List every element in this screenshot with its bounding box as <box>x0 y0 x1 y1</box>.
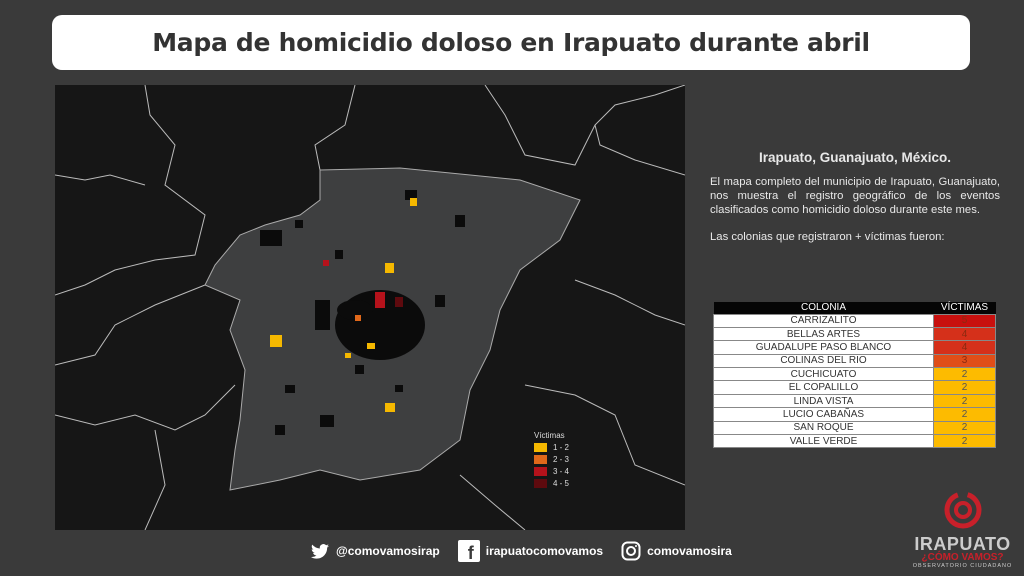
colonia-cell: VALLE VERDE <box>713 434 934 449</box>
neighbor-borders <box>55 85 685 530</box>
victims-table: COLONIA VÍCTIMAS CARRIZALITO 5 BELLAS ARTES… <box>713 302 996 449</box>
victimas-cell: 2 <box>933 420 996 436</box>
table-intro: Las colonias que registraron + víctimas … <box>710 231 945 243</box>
table-row: GUADALUPE PASO BLANCO 4 <box>713 340 996 355</box>
table-row: EL COPALILLO 2 <box>713 380 996 395</box>
table-row: SAN ROQUE 2 <box>713 420 996 436</box>
legend-swatch <box>534 455 547 464</box>
logo-name: IRAPUATO <box>914 534 1011 554</box>
legend-item: 3 - 4 <box>534 467 569 476</box>
table-row: VALLE VERDE 2 <box>713 434 996 449</box>
facebook-icon: f <box>457 540 480 563</box>
legend-label: 2 - 3 <box>553 455 570 464</box>
victimas-cell: 2 <box>933 393 996 409</box>
victimas-cell: 3 <box>933 353 996 369</box>
legend-swatch <box>534 479 547 488</box>
location-heading: Irapuato, Guanajuato, México. <box>758 150 952 165</box>
colonia-cell: CARRIZALITO <box>713 313 934 328</box>
colonia-cell: CUCHICUATO <box>713 367 934 382</box>
legend-title: Víctimas <box>534 431 565 440</box>
colonia-cell: SAN ROQUE <box>713 420 934 436</box>
colonia-cell: COLINAS DEL RIO <box>713 353 934 369</box>
legend-swatch <box>534 443 547 452</box>
legend-swatch <box>534 467 547 476</box>
social-footer: @comovamosirap f irapuatocomovamos comov… <box>310 540 750 563</box>
victimas-cell: 4 <box>933 326 996 342</box>
instagram-icon <box>621 541 641 561</box>
table-row: LUCIO CABAÑAS 2 <box>713 407 996 422</box>
logo-emblem-icon <box>944 491 981 529</box>
table-row: BELLAS ARTES 4 <box>713 326 996 342</box>
description: El mapa completo del municipio de Irapua… <box>710 176 1000 216</box>
victimas-cell: 2 <box>933 380 996 395</box>
victimas-cell: 5 <box>933 313 996 328</box>
legend-label: 1 - 2 <box>553 443 570 452</box>
header-colonia: COLONIA <box>713 302 934 314</box>
urban-areas <box>260 190 465 435</box>
homicide-markers <box>270 198 417 412</box>
irapuato-como-vamos-logo: IRAPUATO ¿CÓMO VAMOS? OBSERVATORIO CIUDA… <box>905 490 1020 569</box>
map-legend: Víctimas 1 - 2 2 - 3 3 - 4 4 - 5 <box>534 431 569 488</box>
instagram-handle[interactable]: comovamosira <box>647 544 732 558</box>
page-title: Mapa de homicidio doloso en Irapuato dur… <box>152 28 870 57</box>
table-row: LINDA VISTA 2 <box>713 393 996 409</box>
twitter-handle[interactable]: @comovamosirap <box>336 544 440 558</box>
colonia-cell: LUCIO CABAÑAS <box>713 407 934 422</box>
legend-label: 3 - 4 <box>553 467 570 476</box>
municipality-map: Víctimas 1 - 2 2 - 3 3 - 4 4 - 5 <box>55 85 685 530</box>
facebook-handle[interactable]: irapuatocomovamos <box>485 544 604 558</box>
colonia-cell: GUADALUPE PASO BLANCO <box>713 340 934 355</box>
victimas-cell: 2 <box>933 407 996 422</box>
logo-obs: OBSERVATORIO CIUDADANO <box>912 563 1013 569</box>
colonia-cell: BELLAS ARTES <box>713 326 934 342</box>
table-row: CUCHICUATO 2 <box>713 367 996 382</box>
legend-item: 4 - 5 <box>534 479 569 488</box>
title-banner: Mapa de homicidio doloso en Irapuato dur… <box>52 15 970 70</box>
table-row: CARRIZALITO 5 <box>713 313 996 328</box>
header-victimas: VÍCTIMAS <box>933 302 996 314</box>
victimas-cell: 2 <box>933 367 996 382</box>
victimas-cell: 4 <box>933 340 996 355</box>
legend-item: 1 - 2 <box>534 443 569 452</box>
legend-item: 2 - 3 <box>534 455 569 464</box>
table-row: COLINAS DEL RIO 3 <box>713 353 996 369</box>
twitter-icon <box>310 541 330 561</box>
logo-sub: ¿CÓMO VAMOS? <box>921 552 1004 563</box>
colonia-cell: LINDA VISTA <box>713 393 934 409</box>
legend-label: 4 - 5 <box>553 479 570 488</box>
victimas-cell: 2 <box>933 434 996 449</box>
info-panel: Irapuato, Guanajuato, México. El mapa co… <box>710 150 1000 244</box>
colonia-cell: EL COPALILLO <box>713 380 934 395</box>
